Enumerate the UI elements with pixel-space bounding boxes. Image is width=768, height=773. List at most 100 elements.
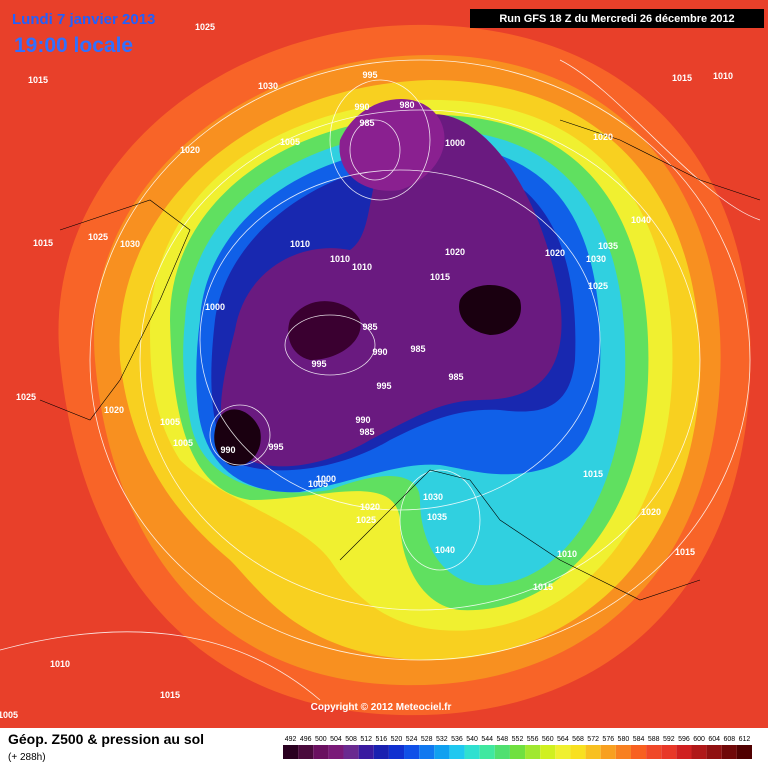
isobar-label: 1035 — [427, 512, 447, 522]
isobar-label: 1025 — [195, 22, 215, 32]
isobar-label: 985 — [448, 372, 463, 382]
isobar-label: 1025 — [588, 281, 608, 291]
isobar-label: 1030 — [586, 254, 606, 264]
isobar-label: 1035 — [598, 241, 618, 251]
colorbar-swatch — [570, 745, 586, 759]
run-info: Run GFS 18 Z du Mercredi 26 décembre 201… — [499, 13, 734, 25]
colorbar-swatch — [388, 745, 405, 759]
isobar-label: 990 — [354, 102, 369, 112]
isobar-label: 1015 — [675, 547, 695, 557]
colorbar-swatch — [615, 745, 631, 759]
colorbar-label: 560 — [542, 736, 554, 743]
colorbar-swatch — [283, 745, 299, 759]
colorbar-swatch — [646, 745, 662, 759]
isobar-label: 1020 — [641, 507, 661, 517]
isobar-label: 990 — [355, 415, 370, 425]
colorbar-label: 584 — [633, 736, 645, 743]
isobar-label: 1015 — [533, 582, 553, 592]
colorbar-label: 556 — [527, 736, 539, 743]
colorbar-swatch — [449, 745, 465, 759]
colorbar-swatch — [691, 745, 707, 759]
isobar-label: 1010 — [557, 549, 577, 559]
colorbar-swatch — [525, 745, 541, 759]
isobar-label: 1020 — [180, 145, 200, 155]
isobar-label: 1010 — [50, 659, 70, 669]
isobar-label: 1015 — [33, 238, 53, 248]
isobar-label: 1010 — [330, 254, 350, 264]
isobar-label: 1020 — [545, 248, 565, 258]
colorbar-swatch — [464, 745, 480, 759]
colorbar-swatch — [343, 745, 359, 759]
colorbar-label: 564 — [557, 736, 569, 743]
lead-time: (+ 288h) — [8, 752, 46, 763]
colorbar-label: 568 — [572, 736, 584, 743]
isobar-label: 1005 — [0, 710, 18, 720]
isobar-label: 1000 — [445, 138, 465, 148]
isobar-label: 985 — [359, 427, 374, 437]
colorbar-swatch — [509, 745, 526, 759]
isobar-label: 1005 — [173, 438, 193, 448]
colorbar-label: 600 — [693, 736, 705, 743]
isobar-label: 985 — [359, 118, 374, 128]
isobar-label: 980 — [399, 100, 414, 110]
colorbar-swatch — [419, 745, 435, 759]
isobar-label: 995 — [362, 70, 377, 80]
isobar-label: 995 — [268, 442, 283, 452]
colorbar-label: 508 — [345, 736, 357, 743]
colorbar-swatch — [540, 745, 556, 759]
isobars — [0, 59, 761, 701]
colorbar-swatch — [313, 745, 329, 759]
isobar-label: 990 — [372, 347, 387, 357]
colorbar-label: 536 — [451, 736, 463, 743]
isobar-label: 1025 — [356, 515, 376, 525]
colorbar-swatch — [479, 745, 495, 759]
colorbar-swatch — [706, 745, 722, 759]
isobar-label: 1040 — [435, 545, 455, 555]
colorbar-label: 548 — [497, 736, 509, 743]
colorbar-label: 512 — [360, 736, 372, 743]
isobar-label: 1015 — [430, 272, 450, 282]
colorbar-label: 532 — [436, 736, 448, 743]
colorbar-label: 588 — [648, 736, 660, 743]
coastlines — [39, 119, 761, 601]
colorbar-swatch — [585, 745, 601, 759]
isobar-label: 1015 — [160, 690, 180, 700]
colorbar-label: 608 — [723, 736, 735, 743]
colorbar-swatch — [404, 745, 420, 759]
field-name: Géop. Z500 & pression au sol — [8, 731, 204, 747]
isobar-label: 1025 — [16, 392, 36, 402]
isobar-label: 1030 — [423, 492, 443, 502]
isobar-label: 1020 — [593, 132, 613, 142]
isobar-labels: 1025 1015 1030 995 980 990 985 1000 1005 1020 1015… — [0, 22, 733, 720]
isobar-label: 985 — [362, 322, 377, 332]
colorbar-swatch — [736, 745, 752, 759]
isobar-label: 995 — [376, 381, 391, 391]
isobar-label: 1010 — [352, 262, 372, 272]
isobar-label: 985 — [410, 344, 425, 354]
colorbar-label: 524 — [406, 736, 418, 743]
colorbar-swatch — [555, 745, 571, 759]
colorbar-label: 572 — [587, 736, 599, 743]
colorbar-label: 552 — [512, 736, 524, 743]
colorbar-swatch — [676, 745, 692, 759]
isobar-label: 995 — [311, 359, 326, 369]
geopotential-field — [58, 24, 751, 716]
colorbar-label: 576 — [602, 736, 614, 743]
isobar-label: 1040 — [631, 215, 651, 225]
colorbar-label: 504 — [330, 736, 342, 743]
colorbar-swatch — [373, 745, 389, 759]
colorbar-label: 496 — [300, 736, 312, 743]
colorbar-label: 580 — [618, 736, 630, 743]
colorbar-label: 612 — [739, 736, 751, 743]
colorbar-swatch — [630, 745, 647, 759]
isobar-label: 1015 — [672, 73, 692, 83]
isobar-label: 1010 — [713, 71, 733, 81]
isobar-label: 1010 — [290, 239, 310, 249]
copyright: Copyright © 2012 Meteociel.fr — [311, 702, 452, 713]
run-box — [470, 9, 764, 28]
date-title: Lundi 7 janvier 2013 — [12, 11, 155, 28]
colorbar-swatch — [661, 745, 677, 759]
isobar-label: 1030 — [120, 239, 140, 249]
isobar-label: 1015 — [28, 75, 48, 85]
